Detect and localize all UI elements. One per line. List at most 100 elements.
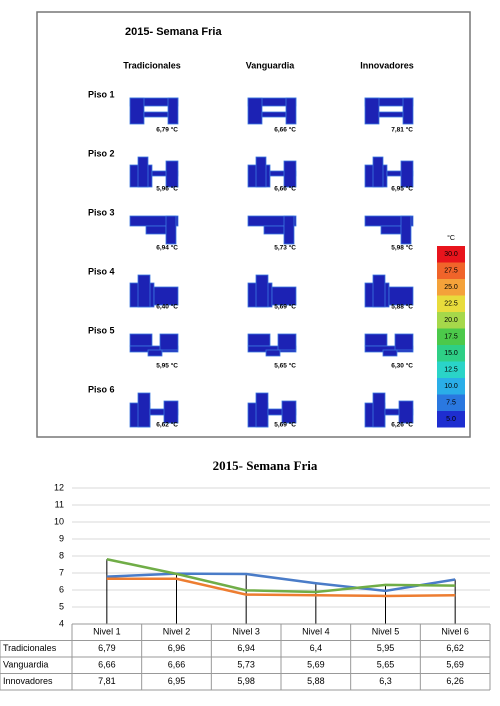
table-value: 6,66 [168,660,186,670]
floor-plan [364,333,388,347]
column-label: Innovadores [360,60,414,70]
temperature-label: 5,69 °C [274,303,296,311]
series-line [106,558,456,594]
table-value: 6,26 [446,676,464,686]
floor-plan [402,97,414,125]
row-label: Piso 4 [88,266,115,276]
temperature-label: 5,96 °C [156,185,178,193]
floor-plan [145,225,167,235]
colorbar-cell [437,411,465,428]
floor-plan [247,97,263,125]
table-value: 6,4 [310,643,323,653]
floor-plan [265,349,281,357]
floor-plan [380,225,402,235]
y-tick-label: 10 [54,516,64,526]
temperature-label: 5,88 °C [391,303,413,311]
table-value: 6,66 [98,660,116,670]
floor-plan [400,160,414,188]
column-label: Vanguardia [246,60,296,70]
temperature-label: 6,66 °C [274,126,296,134]
colorbar-cell [437,246,465,263]
floor-plan [271,286,297,306]
temperature-label: 5,73 °C [274,244,296,252]
floor-plan [163,400,179,424]
colorbar-label: 5.0 [446,416,456,423]
floor-plan [129,97,145,125]
floor-plan [159,333,179,351]
floor-plan [165,215,177,245]
legend-label: Vanguardia [3,660,48,670]
y-tick-label: 6 [59,584,64,594]
floor-plan [372,392,386,428]
floor-plan [165,160,179,188]
table-value: 5,73 [237,660,255,670]
table-value: 5,95 [377,643,395,653]
y-tick-label: 4 [59,618,64,628]
floor-plan [364,97,380,125]
table-value: 7,81 [98,676,116,686]
row-label: Piso 6 [88,384,115,394]
row-label: Piso 3 [88,207,115,217]
table-value: 6,96 [168,643,186,653]
x-tick-label: Nivel 6 [441,627,469,637]
floor-plan [153,286,179,306]
table-value: 5,98 [237,676,255,686]
y-tick-label: 7 [59,567,64,577]
temperature-label: 5,98 °C [391,244,413,252]
series-line [106,572,456,593]
colorbar-label: 17.5 [444,334,458,341]
y-tick-label: 8 [59,550,64,560]
colorbar-label: 27.5 [444,268,458,275]
floor-plan [261,111,287,118]
colorbar-cell [437,394,465,411]
temperature-label: 5,69 °C [274,421,296,429]
table-value: 5,65 [377,660,395,670]
floor-plan [147,349,163,357]
y-tick-label: 12 [54,482,64,492]
table-value: 6,3 [379,676,392,686]
floor-plan [255,392,269,428]
legend-label: Innovadores [3,676,53,686]
x-tick-label: Nivel 4 [302,627,330,637]
floor-plan [143,111,169,118]
table-value: 6,79 [98,643,116,653]
floor-plan [247,333,271,347]
y-tick-label: 9 [59,533,64,543]
chart-title: 2015- Semana Fria [213,458,318,473]
floor-plan [285,97,297,125]
floor-plan [167,97,179,125]
temperature-label: 6,30 °C [391,362,413,370]
temperature-label: 7,81 °C [391,126,413,134]
figure-title: 2015- Semana Fria [125,26,222,38]
floor-plan [263,225,285,235]
colorbar-cell [437,262,465,279]
temperature-label: 5,65 °C [274,362,296,370]
floor-plan [382,349,398,357]
floor-plan [388,286,414,306]
temperature-label: 6,26 °C [391,421,413,429]
floor-plan [137,274,151,308]
table-value: 5,88 [307,676,325,686]
table-value: 5,69 [307,660,325,670]
floor-plan [372,274,386,308]
floor-plan [129,333,153,347]
temperature-label: 6,79 °C [156,126,178,134]
table-value: 6,95 [168,676,186,686]
colorbar-unit: °C [447,234,455,242]
colorbar-label: 20.0 [444,317,458,324]
colorbar-cell [437,328,465,345]
temperature-label: 6,62 °C [156,421,178,429]
floor-plan [372,156,384,188]
y-tick-label: 11 [55,499,64,509]
row-label: Piso 2 [88,148,115,158]
floor-plan [277,333,297,351]
temperature-label: 5,95 °C [156,362,178,370]
x-tick-label: Nivel 2 [163,627,191,637]
colorbar-label: 12.5 [444,367,458,374]
floor-plan [255,156,267,188]
floor-plan [137,156,149,188]
row-label: Piso 1 [88,89,115,99]
colorbar-label: 30.0 [444,251,458,258]
colorbar-cell [437,345,465,362]
colorbar-label: 22.5 [444,301,458,308]
